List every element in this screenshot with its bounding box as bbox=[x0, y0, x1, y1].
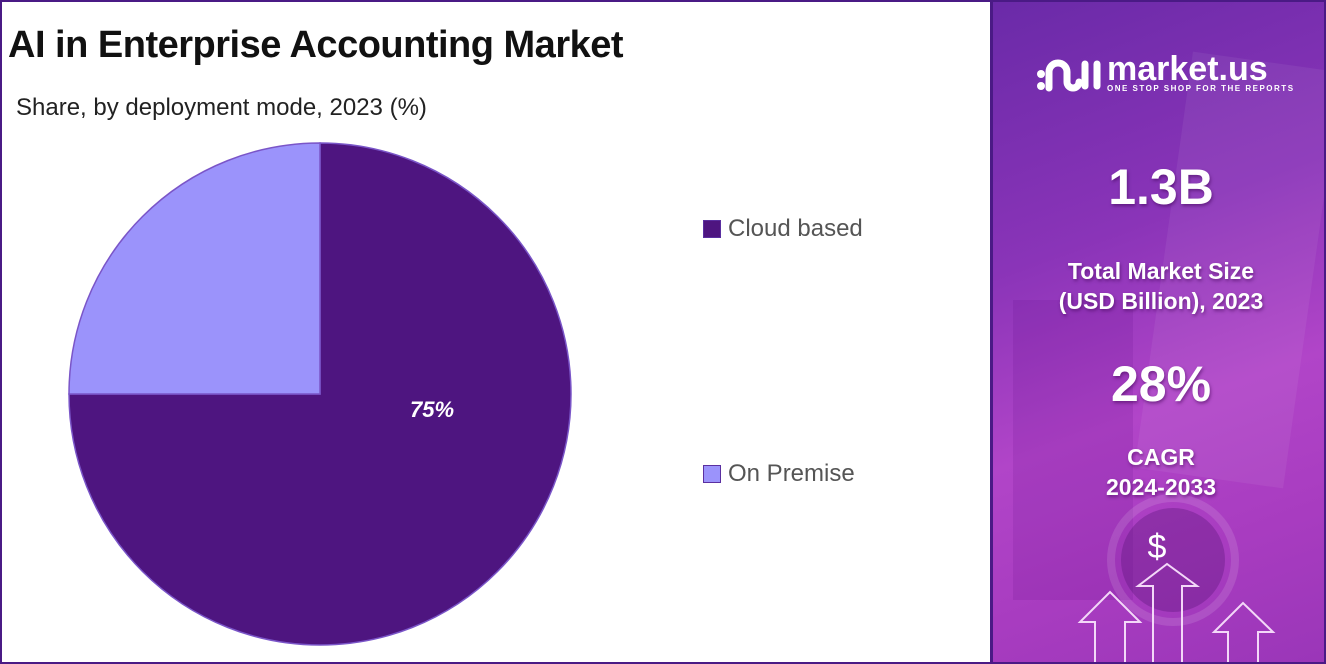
market-us-logo-icon bbox=[1037, 59, 1101, 92]
brand-name: market.us bbox=[1107, 49, 1268, 88]
legend-label: Cloud based bbox=[728, 215, 863, 242]
stats-sidebar: market.us ONE STOP SHOP FOR THE REPORTS … bbox=[990, 0, 1326, 664]
market-size-year: (USD Billion), 2023 bbox=[1058, 288, 1264, 314]
legend-swatch-icon bbox=[703, 465, 721, 483]
brand-tagline: ONE STOP SHOP FOR THE REPORTS bbox=[1107, 83, 1295, 93]
dollar-icon: $ bbox=[1147, 528, 1167, 566]
legend-swatch-icon bbox=[703, 220, 721, 238]
pie-label-cloud-based: 75% bbox=[410, 397, 454, 422]
growth-arrows-icon bbox=[1077, 562, 1276, 664]
chart-title: AI in Enterprise Accounting Market bbox=[8, 24, 624, 66]
market-size-label: Total Market Size bbox=[1067, 258, 1255, 284]
legend-label: On Premise bbox=[728, 460, 855, 487]
pie-slice-on-premise bbox=[68, 142, 321, 395]
legend-item-on-premise: On Premise bbox=[703, 460, 855, 488]
cagr-value: 28% bbox=[1110, 356, 1212, 412]
chart-subtitle: Share, by deployment mode, 2023 (%) bbox=[16, 94, 427, 121]
cagr-label: CAGR bbox=[1127, 444, 1195, 470]
chart-panel: AI in Enterprise Accounting Market Share… bbox=[8, 24, 863, 646]
brand-logo: market.us ONE STOP SHOP FOR THE REPORTS bbox=[1035, 52, 1295, 94]
pie-chart: 75% bbox=[68, 142, 572, 646]
cagr-period: 2024-2033 bbox=[1106, 474, 1216, 500]
legend-item-cloud-based: Cloud based bbox=[703, 215, 863, 243]
market-size-value: 1.3B bbox=[1108, 159, 1214, 215]
